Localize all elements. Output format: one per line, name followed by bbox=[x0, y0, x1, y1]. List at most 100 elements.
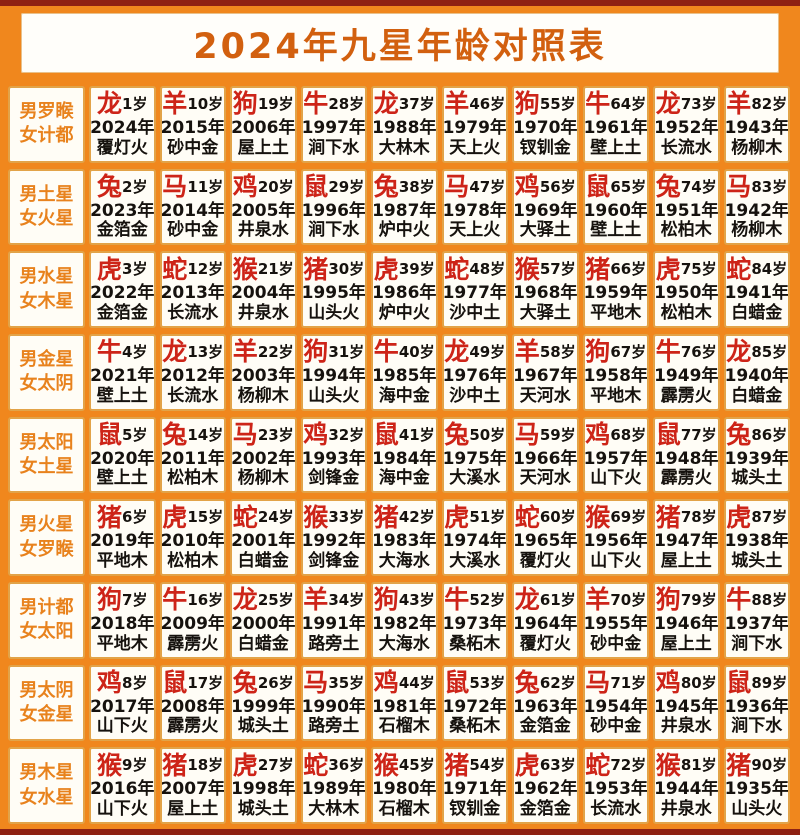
birth-year: 1981年 bbox=[372, 696, 437, 717]
birth-year: 1976年 bbox=[442, 366, 507, 387]
zodiac-animal: 虎 bbox=[514, 750, 540, 780]
nayin-element: 天河水 bbox=[519, 385, 571, 406]
nayin-element: 白蜡金 bbox=[237, 551, 289, 572]
birth-year: 1998年 bbox=[231, 779, 296, 800]
row-label-male: 男木星 bbox=[19, 762, 74, 784]
birth-year: 1990年 bbox=[301, 696, 366, 717]
nayin-element: 杨柳木 bbox=[237, 385, 289, 406]
nayin-element: 砂中金 bbox=[167, 220, 219, 241]
zodiac-age: 83岁 bbox=[751, 177, 788, 196]
birth-year: 2021年 bbox=[90, 366, 155, 387]
nayin-element: 城头土 bbox=[731, 468, 783, 489]
cell-line1: 蛇 36岁 bbox=[303, 751, 364, 781]
zodiac-cell: 狗 7岁 2018年 平地木 bbox=[89, 581, 156, 659]
zodiac-animal: 牛 bbox=[373, 337, 399, 367]
cell-line1: 猪 66岁 bbox=[585, 254, 646, 285]
nayin-element: 大林木 bbox=[308, 799, 360, 820]
zodiac-animal: 马 bbox=[303, 668, 329, 698]
zodiac-cell: 鼠 41岁 1984年 海中金 bbox=[371, 416, 438, 494]
nayin-element: 屋上土 bbox=[660, 551, 712, 572]
row-label-female: 女太阴 bbox=[19, 373, 74, 395]
zodiac-cell: 鼠 89岁 1936年 涧下水 bbox=[723, 664, 790, 742]
nayin-element: 霹雳火 bbox=[167, 716, 219, 737]
zodiac-age: 6岁 bbox=[122, 508, 148, 527]
cell-line1: 兔 86岁 bbox=[726, 420, 787, 450]
cell-line1: 虎 3岁 bbox=[97, 254, 147, 285]
cell-line1: 鼠 17岁 bbox=[162, 668, 223, 698]
zodiac-cell: 虎 75岁 1950年 松柏木 bbox=[653, 251, 720, 328]
nayin-element: 海中金 bbox=[378, 468, 430, 489]
zodiac-age: 67岁 bbox=[610, 343, 647, 362]
zodiac-age: 38岁 bbox=[398, 177, 435, 196]
cell-line1: 猴 9岁 bbox=[97, 751, 147, 781]
birth-year: 1948年 bbox=[654, 448, 719, 469]
zodiac-animal: 狗 bbox=[514, 89, 540, 119]
birth-year: 1964年 bbox=[513, 614, 578, 635]
birth-year: 1952年 bbox=[654, 118, 719, 139]
zodiac-age: 12岁 bbox=[187, 260, 224, 279]
zodiac-animal: 兔 bbox=[514, 668, 540, 698]
zodiac-animal: 虎 bbox=[162, 502, 188, 532]
cell-line1: 虎 75岁 bbox=[656, 255, 717, 285]
nayin-element: 石榴木 bbox=[378, 716, 430, 737]
cell-line1: 狗 79岁 bbox=[656, 586, 717, 615]
birth-year: 1956年 bbox=[583, 531, 648, 552]
cell-line1: 羊 22岁 bbox=[233, 338, 294, 367]
zodiac-cell: 狗 19岁 2006年 屋上土 bbox=[230, 86, 297, 163]
cell-line1: 猴 33岁 bbox=[303, 503, 364, 533]
zodiac-age: 89岁 bbox=[751, 673, 788, 692]
zodiac-animal: 猴 bbox=[655, 750, 681, 780]
cell-line1: 狗 43岁 bbox=[374, 586, 435, 615]
zodiac-animal: 虎 bbox=[97, 254, 123, 284]
zodiac-animal: 鼠 bbox=[585, 172, 611, 202]
cell-line1: 猴 69岁 bbox=[585, 503, 646, 533]
zodiac-cell: 牛 64岁 1961年 壁上土 bbox=[582, 86, 649, 163]
zodiac-age: 80岁 bbox=[680, 673, 717, 692]
zodiac-animal: 马 bbox=[232, 420, 258, 450]
cell-line1: 虎 87岁 bbox=[726, 503, 787, 533]
zodiac-age: 25岁 bbox=[257, 591, 294, 610]
birth-year: 2023年 bbox=[90, 200, 155, 221]
zodiac-cell: 鸡 44岁 1981年 石榴木 bbox=[371, 664, 438, 742]
zodiac-age: 32岁 bbox=[328, 425, 365, 444]
zodiac-animal: 羊 bbox=[444, 89, 470, 119]
cell-line1: 猪 78岁 bbox=[655, 502, 717, 533]
birth-year: 2014年 bbox=[160, 200, 225, 221]
zodiac-animal: 鼠 bbox=[373, 420, 399, 450]
birth-year: 1995年 bbox=[301, 283, 366, 304]
zodiac-animal: 猪 bbox=[655, 502, 681, 532]
zodiac-cell: 猪 66岁 1959年 平地木 bbox=[582, 251, 649, 328]
zodiac-cell: 蛇 84岁 1941年 白蜡金 bbox=[723, 251, 790, 328]
nayin-element: 山头火 bbox=[308, 385, 360, 406]
zodiac-age: 42岁 bbox=[398, 508, 435, 527]
nayin-element: 杨柳木 bbox=[731, 137, 783, 158]
birth-year: 1983年 bbox=[372, 531, 437, 552]
zodiac-age: 37岁 bbox=[398, 95, 435, 114]
zodiac-cell: 狗 79岁 1946年 屋上土 bbox=[653, 581, 720, 659]
zodiac-cell: 猴 81岁 1944年 井泉水 bbox=[653, 747, 720, 824]
cell-line1: 牛 4岁 bbox=[97, 338, 147, 367]
cell-line1: 狗 19岁 bbox=[233, 90, 294, 119]
zodiac-cell: 鼠 65岁 1960年 壁上土 bbox=[582, 168, 649, 246]
zodiac-age: 74岁 bbox=[680, 177, 717, 196]
cell-line1: 羊 82岁 bbox=[726, 90, 787, 119]
zodiac-animal: 马 bbox=[162, 172, 188, 202]
zodiac-cell: 鼠 53岁 1972年 桑柘木 bbox=[441, 664, 508, 742]
nayin-element: 金箔金 bbox=[96, 303, 148, 324]
zodiac-age: 1岁 bbox=[122, 95, 148, 114]
zodiac-cell: 龙 49岁 1976年 沙中土 bbox=[441, 333, 508, 411]
nayin-element: 平地木 bbox=[96, 633, 148, 654]
birth-year: 1965年 bbox=[513, 531, 578, 552]
zodiac-animal: 羊 bbox=[162, 89, 188, 119]
zodiac-cell: 猪 6岁 2019年 平地木 bbox=[89, 499, 156, 576]
zodiac-animal: 狗 bbox=[655, 585, 681, 615]
cell-line1: 蛇 24岁 bbox=[233, 503, 294, 533]
nayin-element: 平地木 bbox=[590, 385, 642, 406]
zodiac-age: 7岁 bbox=[122, 591, 148, 610]
zodiac-animal: 猪 bbox=[585, 254, 611, 284]
zodiac-cell: 兔 86岁 1939年 城头土 bbox=[723, 416, 790, 494]
cell-line1: 牛 88岁 bbox=[726, 586, 787, 615]
zodiac-animal: 羊 bbox=[514, 337, 540, 367]
zodiac-cell: 猪 42岁 1983年 大海水 bbox=[371, 499, 438, 576]
zodiac-cell: 狗 67岁 1958年 平地木 bbox=[582, 333, 649, 411]
